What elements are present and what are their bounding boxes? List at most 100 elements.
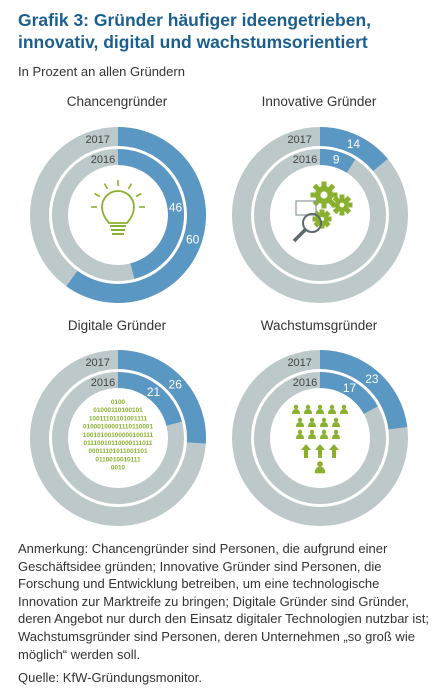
gear-small-tooth — [347, 202, 353, 208]
ring-value-2017 — [320, 127, 388, 172]
gear-large-tooth — [321, 181, 327, 187]
person-body — [296, 422, 304, 427]
gear-small-tooth — [339, 210, 345, 216]
donut-3: 23 2017 17 2016 — [232, 349, 408, 526]
binary-line: 01110010110000111011 — [84, 440, 153, 447]
gear-small-tooth — [331, 202, 337, 208]
donut-center — [70, 167, 166, 263]
ring-value-2016 — [320, 372, 378, 414]
value-label-2017: 14 — [347, 137, 361, 151]
binary-line: 0010 — [111, 465, 126, 472]
growth-arrow — [315, 444, 325, 458]
person-body — [328, 409, 336, 414]
person-body — [340, 409, 348, 414]
binary-line: 01000100001110110001 — [83, 424, 153, 431]
magnifier-lens — [302, 213, 322, 233]
gear-large-tooth — [310, 192, 316, 198]
value-label-2016: 17 — [343, 381, 357, 395]
year-label-2017: 2017 — [287, 134, 311, 146]
gear-large-tooth — [321, 203, 327, 209]
person-head — [317, 461, 323, 467]
donut-charts: 6020174620161420179201626201721201601000… — [30, 127, 408, 526]
donut-center — [70, 390, 166, 486]
person-head — [333, 429, 339, 435]
gear-tiny-tooth — [312, 216, 318, 222]
lightbulb-icon — [91, 180, 145, 235]
note-text: Anmerkung: Chancengründer sind Personen,… — [18, 541, 429, 662]
bulb-ray — [135, 192, 142, 198]
ring-value-2017 — [118, 349, 207, 444]
gear-small-hole — [339, 202, 345, 208]
panel-title-innovative-gruender: Innovative Gründer — [261, 94, 377, 109]
person-head — [317, 404, 323, 410]
person-body — [332, 434, 340, 439]
panel-title-digitale-gruender: Digitale Gründer — [67, 318, 167, 333]
year-label-2016: 2016 — [91, 377, 115, 389]
binary-line: 10010100100000100111 — [83, 432, 154, 439]
binary-line: 10011101101001111 — [89, 415, 148, 422]
growth-arrow — [301, 444, 311, 458]
ring-value-2017 — [66, 127, 206, 303]
donut-2: 26 2017 21 2016 0100010001101001011001110110… — [30, 349, 207, 526]
chart-title: Grafik 3: Gründer häufiger ideengetriebe… — [18, 10, 371, 52]
binary-line: 01000110100101 — [93, 407, 143, 414]
person-head — [309, 417, 315, 423]
value-label-2016: 9 — [333, 152, 340, 166]
person-head — [293, 404, 299, 410]
bulb-ray — [94, 192, 101, 198]
gear-small-tooth — [339, 194, 345, 200]
year-label-2017: 2017 — [85, 357, 109, 369]
person-head — [297, 429, 303, 435]
value-label-2016: 46 — [169, 201, 183, 215]
chart-subtitle: In Prozent an allen Gründern — [18, 64, 185, 79]
binary-line: 0110010010111 — [95, 456, 141, 463]
source-text: Quelle: KfW-Gründungsmonitor. — [18, 670, 203, 685]
person-head — [305, 404, 311, 410]
person-head — [309, 429, 315, 435]
person-head — [297, 417, 303, 423]
year-label-2016: 2016 — [293, 377, 317, 389]
value-label-2017: 60 — [186, 232, 200, 246]
person-body — [314, 466, 326, 474]
gears-magnifier-icon — [292, 181, 353, 243]
value-label-2017: 26 — [169, 377, 183, 391]
binary-line: 0100 — [111, 399, 126, 406]
gear-tiny-tooth — [319, 209, 325, 215]
person-head — [321, 417, 327, 423]
person-body — [320, 434, 328, 439]
binary-line: 00011101011001101 — [88, 448, 147, 455]
gear-tiny-tooth — [326, 216, 332, 222]
ring-value-2016 — [118, 149, 185, 279]
magnifier-handle — [292, 227, 308, 243]
value-label-2016: 21 — [147, 385, 161, 399]
bulb-glass — [101, 190, 135, 224]
value-label-2017: 23 — [365, 372, 379, 386]
gear-tiny-tooth — [319, 223, 325, 229]
person-body — [292, 409, 300, 414]
bulb-ray — [103, 183, 109, 190]
panel-title-wachstumsgruender: Wachstumsgründer — [260, 318, 378, 333]
person-body — [308, 434, 316, 439]
ring-value-2017 — [320, 349, 408, 430]
person-body — [316, 409, 324, 414]
person-body — [332, 422, 340, 427]
panel-title-chancengruender: Chancengründer — [66, 94, 168, 109]
bulb-ray — [127, 183, 133, 190]
person-body — [304, 409, 312, 414]
year-label-2017: 2017 — [85, 134, 109, 146]
person-body — [308, 422, 316, 427]
year-label-2017: 2017 — [287, 357, 311, 369]
growth-people-icon — [292, 404, 348, 474]
person-body — [320, 422, 328, 427]
year-label-2016: 2016 — [91, 154, 115, 166]
growth-arrow — [329, 444, 339, 458]
donut-0: 60 2017 46 2016 — [30, 127, 206, 303]
donut-1: 14 2017 9 2016 — [232, 127, 408, 303]
year-label-2016: 2016 — [293, 154, 317, 166]
person-head — [333, 417, 339, 423]
person-head — [321, 429, 327, 435]
person-head — [341, 404, 347, 410]
gear-large-hole — [320, 191, 328, 199]
ring-value-2016 — [320, 149, 356, 173]
